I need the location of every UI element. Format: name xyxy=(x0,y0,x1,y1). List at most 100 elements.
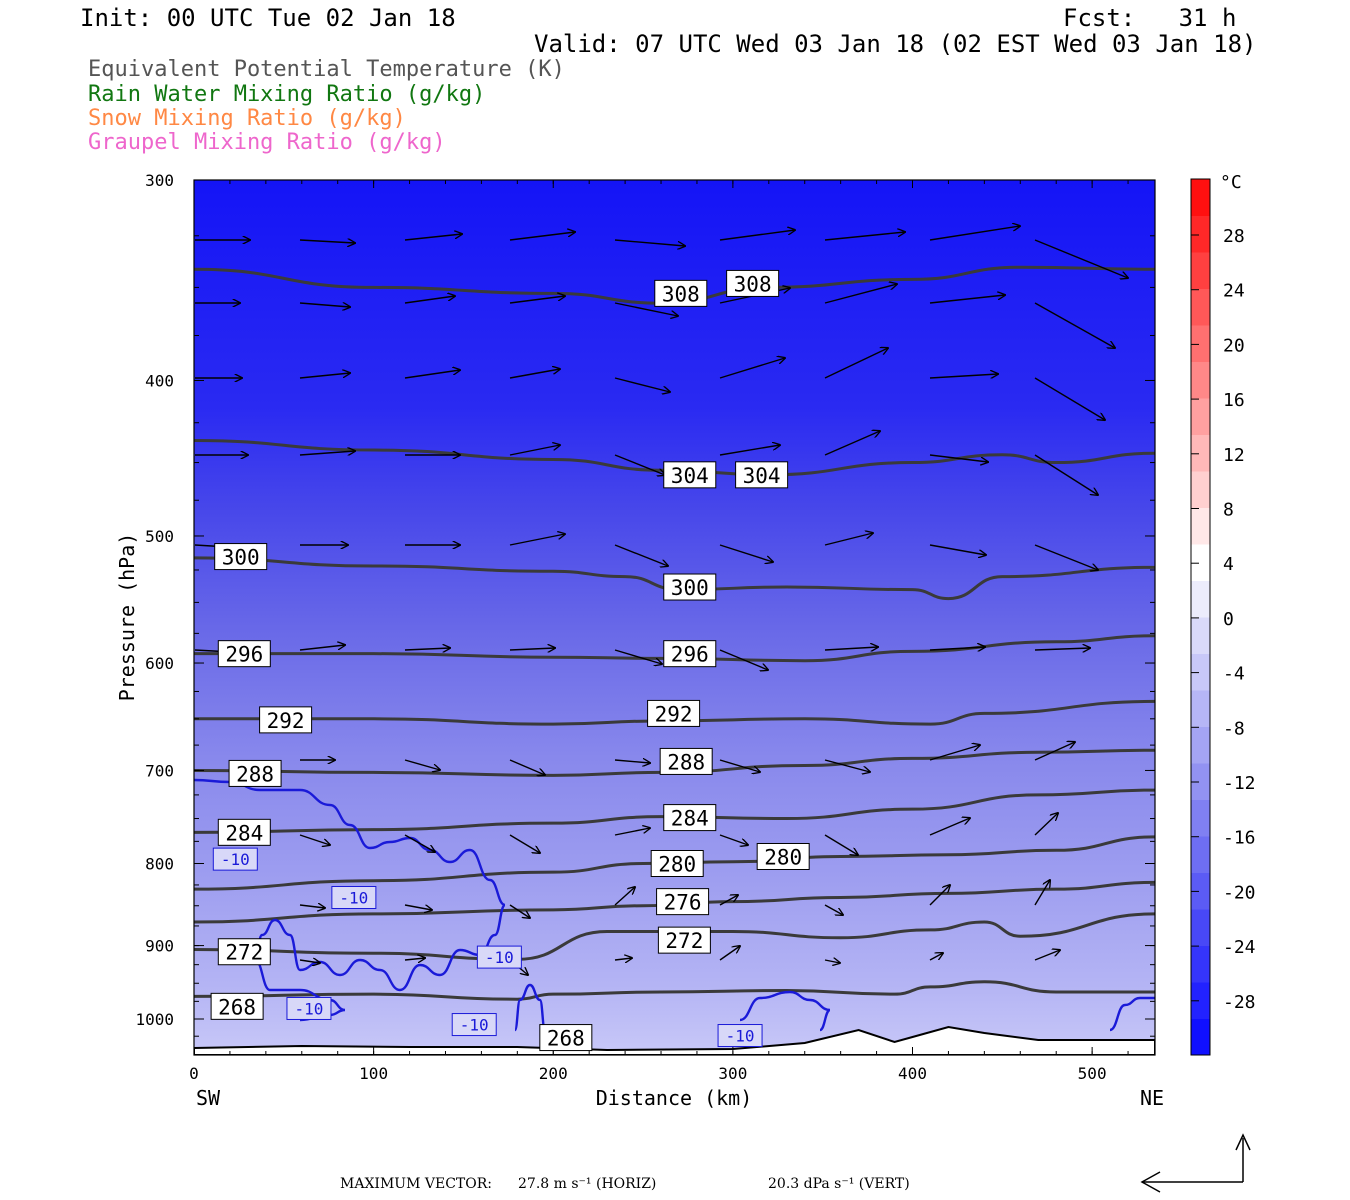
wind-vector xyxy=(299,373,350,379)
temp-contour-minus10 xyxy=(194,778,507,1022)
colorbar-label: -24 xyxy=(1223,937,1256,958)
wind-vector xyxy=(929,818,970,836)
wind-vector xyxy=(824,647,878,650)
svg-text:268: 268 xyxy=(547,1027,585,1051)
wind-vector xyxy=(824,904,843,915)
max-vector-vert: 20.3 dPa s⁻¹ (VERT) xyxy=(768,1176,910,1192)
colorbar-swatch xyxy=(1191,1018,1210,1056)
colorbar-label: -16 xyxy=(1223,828,1256,849)
temp-contour-minus10-d xyxy=(1109,996,1155,1032)
svg-text:-10: -10 xyxy=(221,850,250,869)
contour-label-276: 276 xyxy=(656,888,710,916)
colorbar-swatch xyxy=(1191,544,1210,581)
contour-label-272: 272 xyxy=(217,938,271,966)
svg-text:296: 296 xyxy=(671,643,709,667)
contour-label-288: 288 xyxy=(659,747,713,775)
max-vector-horiz: 27.8 m s⁻¹ (HORIZ) xyxy=(518,1176,657,1192)
wind-vector xyxy=(719,759,760,772)
contour-label-280: 280 xyxy=(650,850,704,878)
legend-rain: Rain Water Mixing Ratio (g/kg) xyxy=(88,82,486,107)
svg-text:300: 300 xyxy=(671,576,709,600)
wind-vector xyxy=(509,904,530,918)
svg-text:292: 292 xyxy=(267,709,305,733)
wind-vector xyxy=(509,834,540,853)
wind-vector xyxy=(929,226,1020,241)
colorbar-swatch xyxy=(1191,434,1210,472)
temp-label-minus10: -10 xyxy=(717,1024,763,1048)
contour-label-292: 292 xyxy=(647,699,701,727)
colorbar-swatch xyxy=(1191,325,1210,362)
wind-vector xyxy=(1034,813,1058,836)
y-tick-label: 400 xyxy=(145,371,174,390)
wind-vector xyxy=(509,648,555,650)
colorbar-swatch xyxy=(1191,763,1210,800)
contour-label-272: 272 xyxy=(657,926,711,954)
contour-label-284: 284 xyxy=(663,804,717,832)
temp-label-minus10: -10 xyxy=(331,886,377,910)
colorbar-swatch xyxy=(1191,799,1210,837)
colorbar-swatch xyxy=(1191,580,1210,618)
wind-vector xyxy=(404,296,455,304)
temp-contour-minus10-c xyxy=(739,990,831,1032)
contour-label-304: 304 xyxy=(735,461,789,489)
colorbar-label: 24 xyxy=(1223,281,1245,302)
colorbar-label: 0 xyxy=(1223,609,1234,630)
y-tick-label: 500 xyxy=(145,527,174,546)
colorbar-swatch xyxy=(1191,471,1210,508)
temp-label-minus10: -10 xyxy=(286,996,332,1020)
colorbar-swatch xyxy=(1191,507,1210,545)
wind-vector xyxy=(824,284,897,304)
svg-text:304: 304 xyxy=(743,464,781,488)
theta-e-contour-276 xyxy=(194,880,1155,924)
theta-e-contour-300 xyxy=(194,556,1155,601)
colorbar-label: 28 xyxy=(1223,226,1245,247)
svg-text:-10: -10 xyxy=(485,948,514,967)
wind-vector xyxy=(614,887,635,906)
colorbar-swatch xyxy=(1191,909,1210,946)
wind-vector xyxy=(509,759,545,775)
init-time: Init: 00 UTC Tue 02 Jan 18 xyxy=(80,4,456,32)
svg-text:288: 288 xyxy=(236,762,274,786)
wind-vector xyxy=(824,834,858,855)
svg-text:296: 296 xyxy=(225,643,263,667)
wind-vector xyxy=(824,348,888,379)
svg-text:-10: -10 xyxy=(460,1016,489,1035)
wind-vector xyxy=(719,649,768,670)
wind-vector xyxy=(404,648,450,650)
contour-label-296: 296 xyxy=(663,640,717,668)
wind-vector xyxy=(404,370,460,379)
colorbar-swatch xyxy=(1191,872,1210,910)
wind-vector xyxy=(509,369,560,379)
svg-text:308: 308 xyxy=(662,282,700,306)
wind-vector xyxy=(509,534,565,546)
wind-vector xyxy=(299,905,325,908)
svg-text:276: 276 xyxy=(664,891,702,915)
wind-vector xyxy=(614,544,668,566)
wind-vector xyxy=(1034,544,1098,570)
wind-vector xyxy=(509,445,560,456)
colorbar-swatch xyxy=(1191,653,1210,691)
wind-vector xyxy=(929,745,980,761)
contour-label-304: 304 xyxy=(663,461,717,489)
wind-vector xyxy=(299,240,355,243)
theta-e-contour-292 xyxy=(194,699,1155,726)
colorbar-swatch xyxy=(1191,617,1210,654)
colorbar-label: -8 xyxy=(1223,718,1245,739)
colorbar-swatch xyxy=(1191,726,1210,764)
contour-label-300: 300 xyxy=(663,573,717,601)
svg-text:284: 284 xyxy=(225,821,263,845)
wind-vector xyxy=(1034,950,1060,961)
temp-contour-minus10-b xyxy=(513,983,547,1032)
temperature-fill xyxy=(194,180,1155,1055)
wind-vector xyxy=(929,544,986,555)
colorbar-label: 4 xyxy=(1223,554,1234,575)
wind-vector xyxy=(1034,648,1090,650)
colorbar-label: 16 xyxy=(1223,390,1245,411)
colorbar-frame xyxy=(1190,178,1211,1056)
theta-e-contour-280 xyxy=(194,835,1155,891)
colorbar-swatch xyxy=(1191,179,1210,216)
wind-vector xyxy=(404,234,462,241)
svg-text:268: 268 xyxy=(218,995,256,1019)
svg-text:280: 280 xyxy=(764,845,802,869)
y-tick-label: 1000 xyxy=(135,1010,174,1029)
